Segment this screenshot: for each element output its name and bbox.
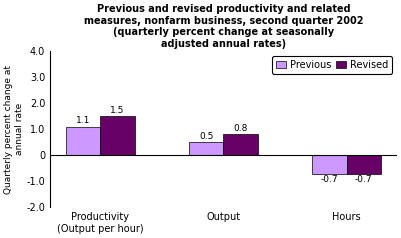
Bar (312, 155, 346, 174)
Text: -0.7: -0.7 (320, 175, 338, 184)
Text: 1.5: 1.5 (110, 106, 125, 115)
Bar (189, 142, 223, 155)
Text: 0.8: 0.8 (233, 124, 248, 133)
Bar (66, 127, 100, 155)
Bar (346, 155, 381, 174)
Text: -0.7: -0.7 (355, 175, 373, 184)
Y-axis label: Quarterly percent change at
annual rate: Quarterly percent change at annual rate (4, 65, 24, 194)
Legend: Previous, Revised: Previous, Revised (273, 56, 392, 74)
Text: 0.5: 0.5 (199, 132, 213, 141)
Bar (100, 116, 135, 155)
Text: 1.1: 1.1 (76, 116, 90, 125)
Title: Previous and revised productivity and related
measures, nonfarm business, second: Previous and revised productivity and re… (84, 4, 363, 49)
Bar (223, 134, 258, 155)
